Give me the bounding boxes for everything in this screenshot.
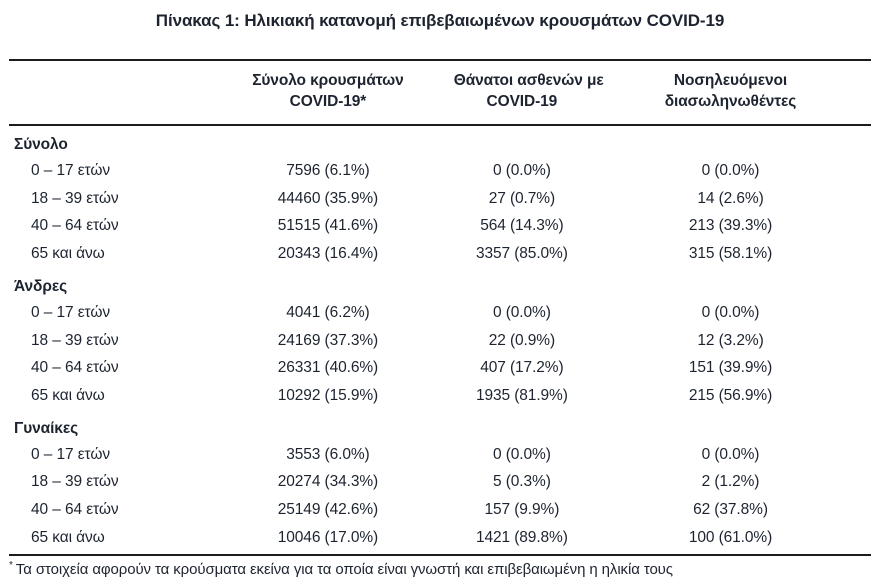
- deaths-value: 0 (0.0%): [492, 303, 551, 321]
- deaths-column-header-line1: Θάνατοι ασθενών με: [453, 72, 604, 89]
- intubated-column-header-line1: Νοσηλευόμενοι: [673, 72, 788, 89]
- intubated-value: 0 (0.0%): [701, 445, 760, 463]
- intubated-value: 14 (2.6%): [697, 189, 764, 207]
- deaths-value: 1935 (81.9%): [475, 386, 568, 404]
- deaths-value: 1421 (89.8%): [475, 528, 568, 546]
- age-group-label: 0 – 17 ετών: [31, 303, 110, 321]
- age-group-label: 40 – 64 ετών: [31, 501, 119, 519]
- deaths-value: 407 (17.2%): [480, 359, 564, 377]
- intubated-value: 100 (61.0%): [688, 528, 773, 546]
- table-row: 0 – 17 ετών 4041 (6.2%) 0 (0.0%) 0 (0.0%): [9, 299, 871, 327]
- deaths-value: 0 (0.0%): [492, 445, 551, 463]
- cases-value: 20274 (34.3%): [277, 473, 379, 491]
- cases-value: 10046 (17.0%): [277, 528, 379, 546]
- deaths-column-header-line2: COVID-19: [486, 92, 558, 110]
- table-row: 65 και άνω 20343 (16.4%) 3357 (85.0%) 315 (…: [9, 240, 871, 268]
- deaths-value: 22 (0.9%): [488, 331, 556, 349]
- cases-value: 20343 (16.4%): [277, 244, 379, 262]
- table-header: Σύνολο κρουσμάτων COVID-19* Θάνατοι ασθε…: [9, 60, 871, 125]
- deaths-value: 5 (0.3%): [492, 473, 551, 491]
- table-row: 40 – 64 ετών 25149 (42.6%) 157 (9.9%) 62 (3…: [9, 497, 871, 525]
- intubated-value: 215 (56.9%): [688, 386, 773, 404]
- group-label: Σύνολο: [14, 135, 68, 153]
- deaths-column-header: Θάνατοι ασθενών με COVID-19: [453, 60, 604, 125]
- cases-value: 3553 (6.0%): [286, 445, 370, 463]
- age-group-label: 0 – 17 ετών: [31, 445, 110, 463]
- cases-value: 26331 (40.6%): [277, 359, 379, 377]
- deaths-value: 157 (9.9%): [484, 501, 560, 519]
- age-group-label: 18 – 39 ετών: [31, 473, 119, 491]
- age-group-label: 65 και άνω: [31, 386, 105, 404]
- age-distribution-table-container: Σύνολο κρουσμάτων COVID-19* Θάνατοι ασθε…: [9, 59, 871, 557]
- cases-column-header: Σύνολο κρουσμάτων COVID-19*: [202, 60, 454, 125]
- age-group-label: 65 και άνω: [31, 528, 105, 546]
- table-row: 40 – 64 ετών 51515 (41.6%) 564 (14.3%) 213 …: [9, 213, 871, 241]
- footnote-text: Τα στοιχεία αφορούν τα κρούσματα εκείνα …: [15, 561, 673, 579]
- table-row: 65 και άνω 10292 (15.9%) 1935 (81.9%) 215 (…: [9, 382, 871, 410]
- group-header-row: Σύνολο: [9, 125, 871, 158]
- age-group-label: 65 και άνω: [31, 244, 105, 262]
- intubated-value: 315 (58.1%): [688, 244, 773, 262]
- table-row: 0 – 17 ετών 3553 (6.0%) 0 (0.0%) 0 (0.0%): [9, 441, 871, 469]
- age-group-label: 18 – 39 ετών: [31, 331, 119, 349]
- age-distribution-table: Σύνολο κρουσμάτων COVID-19* Θάνατοι ασθε…: [9, 59, 871, 557]
- age-group-label: 40 – 64 ετών: [31, 217, 119, 235]
- intubated-column-header: Νοσηλευόμενοι διασωληνωθέντες: [590, 60, 871, 125]
- group-label: Άνδρες: [14, 277, 68, 295]
- deaths-value: 564 (14.3%): [480, 217, 564, 235]
- footnote: * Τα στοιχεία αφορούν τα κρούσματα εκείνα…: [9, 560, 871, 578]
- footnote-asterisk: *: [9, 560, 13, 572]
- table-header-row: Σύνολο κρουσμάτων COVID-19* Θάνατοι ασθε…: [9, 60, 871, 125]
- page-title: Πίνακας 1: Ηλικιακή κατανομή επιβεβαιωμέ…: [155, 11, 725, 30]
- cases-value: 24169 (37.3%): [277, 331, 379, 349]
- group-header-row: Γυναίκες: [9, 410, 871, 442]
- intubated-value: 0 (0.0%): [701, 161, 760, 179]
- table-row: 18 – 39 ετών 20274 (34.3%) 5 (0.3%) 2 (1.2%…: [9, 469, 871, 497]
- age-group-label: 40 – 64 ετών: [31, 359, 119, 377]
- cases-column-header-line2: COVID-19*: [289, 92, 367, 110]
- intubated-value: 12 (3.2%): [697, 331, 764, 349]
- group-header-row: Άνδρες: [9, 268, 871, 300]
- table-row: 0 – 17 ετών 7596 (6.1%) 0 (0.0%) 0 (0.0%): [9, 157, 871, 185]
- intubated-value: 151 (39.9%): [688, 359, 773, 377]
- cases-column-header-line1: Σύνολο κρουσμάτων: [252, 72, 404, 89]
- deaths-value: 3357 (85.0%): [475, 244, 568, 262]
- cases-value: 7596 (6.1%): [286, 161, 370, 179]
- age-group-label: 0 – 17 ετών: [31, 161, 110, 179]
- deaths-value: 27 (0.7%): [488, 189, 556, 207]
- age-group-label: 18 – 39 ετών: [31, 189, 119, 207]
- intubated-value: 62 (37.8%): [693, 501, 768, 519]
- cases-value: 51515 (41.6%): [277, 217, 379, 235]
- group-label: Γυναίκες: [14, 419, 79, 437]
- table-row: 40 – 64 ετών 26331 (40.6%) 407 (17.2%) 151 …: [9, 355, 871, 383]
- cases-value: 10292 (15.9%): [277, 386, 379, 404]
- intubated-value: 213 (39.3%): [688, 217, 773, 235]
- deaths-value: 0 (0.0%): [492, 161, 551, 179]
- cases-value: 44460 (35.9%): [277, 189, 379, 207]
- table-body: Σύνολο 0 – 17 ετών 7596 (6.1%) 0 (0.0%) 0 (0…: [9, 125, 871, 555]
- cases-value: 4041 (6.2%): [286, 303, 370, 321]
- row-label-column-header: [9, 60, 202, 125]
- table-row: 18 – 39 ετών 24169 (37.3%) 22 (0.9%) 12 (3.…: [9, 327, 871, 355]
- table-row: 18 – 39 ετών 44460 (35.9%) 27 (0.7%) 14 (2.…: [9, 185, 871, 213]
- intubated-value: 0 (0.0%): [701, 303, 760, 321]
- table-row: 65 και άνω 10046 (17.0%) 1421 (89.8%) 100 (…: [9, 524, 871, 555]
- intubated-column-header-line2: διασωληνωθέντες: [664, 92, 797, 110]
- intubated-value: 2 (1.2%): [701, 473, 760, 491]
- cases-value: 25149 (42.6%): [277, 501, 379, 519]
